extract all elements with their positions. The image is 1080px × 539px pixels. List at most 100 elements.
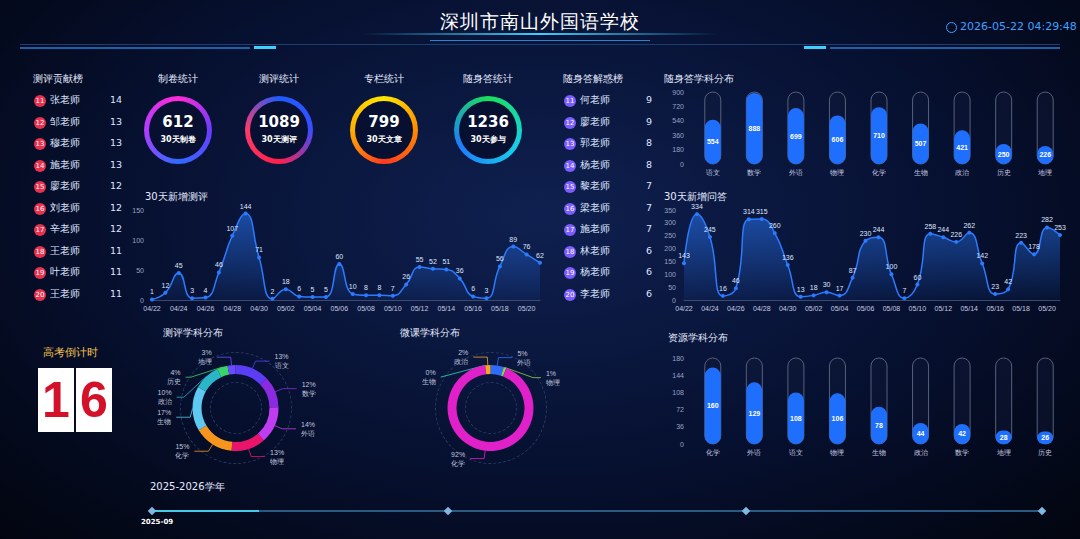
svg-text:350: 350 <box>664 207 676 214</box>
svg-text:144: 144 <box>672 372 684 379</box>
svg-text:3: 3 <box>190 287 194 294</box>
svg-text:0: 0 <box>140 297 144 304</box>
svg-text:政治: 政治 <box>158 398 172 405</box>
svg-text:05/18: 05/18 <box>491 305 509 312</box>
svg-text:05/04: 05/04 <box>304 305 322 312</box>
svg-text:282: 282 <box>1041 216 1053 223</box>
svg-text:23: 23 <box>991 283 999 290</box>
svg-text:258: 258 <box>925 223 937 230</box>
svg-text:政治: 政治 <box>914 449 928 456</box>
svg-text:04/28: 04/28 <box>753 305 771 312</box>
svg-text:334: 334 <box>691 203 703 210</box>
svg-text:04/22: 04/22 <box>675 305 693 312</box>
svg-text:60: 60 <box>335 253 343 260</box>
svg-text:230: 230 <box>860 230 872 237</box>
svg-text:92%: 92% <box>451 451 465 458</box>
svg-text:30: 30 <box>823 281 831 288</box>
svg-text:8: 8 <box>377 284 381 291</box>
svg-text:05/02: 05/02 <box>805 305 823 312</box>
svg-text:888: 888 <box>748 125 760 132</box>
svg-text:178: 178 <box>1028 243 1040 250</box>
svg-text:05/08: 05/08 <box>883 305 901 312</box>
svg-text:60: 60 <box>913 274 921 281</box>
svg-text:315: 315 <box>756 208 768 215</box>
svg-text:化学: 化学 <box>872 169 886 176</box>
svg-text:化学: 化学 <box>706 449 720 456</box>
svg-text:物理: 物理 <box>546 379 560 386</box>
svg-text:44: 44 <box>917 430 925 437</box>
svg-text:05/16: 05/16 <box>986 305 1004 312</box>
svg-text:71: 71 <box>255 246 263 253</box>
svg-text:36: 36 <box>456 267 464 274</box>
svg-text:606: 606 <box>832 136 844 143</box>
svg-text:56: 56 <box>496 255 504 262</box>
svg-text:05/10: 05/10 <box>384 305 402 312</box>
svg-text:05/12: 05/12 <box>935 305 953 312</box>
svg-text:10: 10 <box>349 283 357 290</box>
svg-text:87: 87 <box>849 267 857 274</box>
svg-text:05/16: 05/16 <box>464 305 482 312</box>
svg-text:0%: 0% <box>426 369 436 376</box>
svg-text:150: 150 <box>664 258 676 265</box>
svg-text:52: 52 <box>429 258 437 265</box>
svg-text:250: 250 <box>998 151 1010 158</box>
svg-text:历史: 历史 <box>997 169 1011 177</box>
svg-text:05/20: 05/20 <box>518 305 536 312</box>
svg-text:180: 180 <box>672 146 684 153</box>
svg-text:5: 5 <box>311 286 315 293</box>
svg-text:04/24: 04/24 <box>701 305 719 312</box>
svg-text:历史: 历史 <box>1038 449 1052 457</box>
svg-text:100: 100 <box>664 271 676 278</box>
svg-text:数学: 数学 <box>955 449 969 456</box>
svg-text:46: 46 <box>215 261 223 268</box>
svg-text:05/20: 05/20 <box>1038 305 1056 312</box>
svg-text:05/06: 05/06 <box>331 305 349 312</box>
svg-text:253: 253 <box>1054 224 1066 231</box>
svg-text:710: 710 <box>873 132 885 139</box>
svg-text:05/14: 05/14 <box>438 305 456 312</box>
svg-text:107: 107 <box>226 225 238 232</box>
svg-text:2: 2 <box>270 288 274 295</box>
svg-text:外语: 外语 <box>517 359 531 366</box>
svg-text:507: 507 <box>915 140 927 147</box>
svg-text:04/30: 04/30 <box>779 305 797 312</box>
svg-text:360: 360 <box>672 132 684 139</box>
svg-text:36: 36 <box>676 423 684 430</box>
svg-text:18: 18 <box>810 284 818 291</box>
svg-text:51: 51 <box>442 258 450 265</box>
svg-text:4: 4 <box>204 287 208 294</box>
svg-text:150: 150 <box>132 207 144 214</box>
svg-text:生物: 生物 <box>872 449 886 456</box>
svg-text:108: 108 <box>672 389 684 396</box>
svg-text:314: 314 <box>743 208 755 215</box>
svg-text:89: 89 <box>509 236 517 243</box>
svg-text:历史: 历史 <box>167 378 181 386</box>
svg-text:900: 900 <box>672 89 684 96</box>
svg-text:45: 45 <box>175 262 183 269</box>
svg-text:160: 160 <box>707 402 719 409</box>
svg-text:250: 250 <box>664 232 676 239</box>
svg-text:42: 42 <box>958 430 966 437</box>
svg-text:外语: 外语 <box>789 169 803 176</box>
svg-text:720: 720 <box>672 103 684 110</box>
svg-text:260: 260 <box>769 222 781 229</box>
svg-text:55: 55 <box>416 256 424 263</box>
svg-text:生物: 生物 <box>422 378 436 385</box>
svg-text:05/12: 05/12 <box>411 305 429 312</box>
svg-text:46: 46 <box>732 277 740 284</box>
svg-text:1: 1 <box>150 288 154 295</box>
svg-text:76: 76 <box>523 243 531 250</box>
svg-text:生物: 生物 <box>157 418 171 425</box>
svg-text:化学: 化学 <box>451 460 465 467</box>
svg-text:10%: 10% <box>158 389 172 396</box>
svg-text:3: 3 <box>485 287 489 294</box>
svg-text:26: 26 <box>1041 434 1049 441</box>
svg-text:7: 7 <box>902 287 906 294</box>
svg-text:13%: 13% <box>270 449 284 456</box>
svg-text:生物: 生物 <box>914 169 928 176</box>
svg-text:300: 300 <box>664 219 676 226</box>
svg-text:地理: 地理 <box>197 358 212 365</box>
svg-text:数学: 数学 <box>747 169 761 176</box>
svg-text:5%: 5% <box>517 350 527 357</box>
svg-text:语文: 语文 <box>789 449 803 456</box>
